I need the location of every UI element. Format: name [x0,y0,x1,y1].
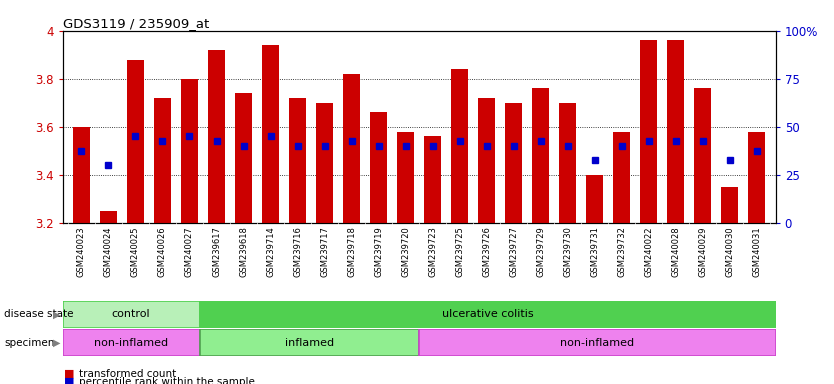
Bar [100,211,118,223]
Bar [748,132,766,223]
Text: GSM239718: GSM239718 [347,227,356,277]
Bar [63,301,199,328]
Bar [694,88,711,223]
Bar [208,50,225,223]
Text: GSM240023: GSM240023 [77,227,86,277]
Text: non-inflamed: non-inflamed [560,338,635,348]
Bar [397,132,414,223]
Text: GSM240026: GSM240026 [158,227,167,277]
Text: GSM240025: GSM240025 [131,227,140,277]
Text: GSM240027: GSM240027 [185,227,194,277]
Bar [262,45,279,223]
Bar [478,98,495,223]
Text: GSM240030: GSM240030 [726,227,734,277]
Text: GSM240024: GSM240024 [104,227,113,277]
Bar [505,103,522,223]
Text: GSM240029: GSM240029 [698,227,707,277]
Bar [721,187,738,223]
Text: GSM239716: GSM239716 [293,227,302,277]
Bar [343,74,360,223]
Bar [127,60,144,223]
Text: ▶: ▶ [53,310,60,319]
Bar [613,132,631,223]
Text: specimen: specimen [4,338,54,348]
Bar [532,88,550,223]
Bar [153,98,171,223]
Text: GSM239729: GSM239729 [536,227,545,277]
Text: GSM239720: GSM239720 [401,227,410,277]
Bar [63,329,199,356]
Text: GSM239723: GSM239723 [428,227,437,277]
Text: GSM239618: GSM239618 [239,227,248,277]
Text: ulcerative colitis: ulcerative colitis [442,310,534,319]
Text: GSM239714: GSM239714 [266,227,275,277]
Text: ■: ■ [64,377,75,384]
Text: GSM239717: GSM239717 [320,227,329,277]
Text: disease state: disease state [4,310,73,319]
Text: percentile rank within the sample: percentile rank within the sample [79,377,255,384]
Bar [234,93,253,223]
Text: GSM239726: GSM239726 [482,227,491,277]
Text: GSM239731: GSM239731 [590,227,599,277]
Bar [181,79,198,223]
Text: GSM239617: GSM239617 [212,227,221,277]
Text: GSM239732: GSM239732 [617,227,626,277]
Text: GSM239725: GSM239725 [455,227,464,277]
Text: non-inflamed: non-inflamed [94,338,168,348]
Bar [420,329,776,356]
Bar [451,69,469,223]
Text: GDS3119 / 235909_at: GDS3119 / 235909_at [63,17,208,30]
Bar [199,329,420,356]
Text: GSM240031: GSM240031 [752,227,761,277]
Text: ■: ■ [64,369,75,379]
Bar [316,103,334,223]
Bar [199,301,776,328]
Bar [289,98,306,223]
Bar [73,127,90,223]
Text: transformed count: transformed count [79,369,177,379]
Bar [369,113,387,223]
Text: control: control [112,310,150,319]
Bar [585,175,604,223]
Text: GSM240022: GSM240022 [644,227,653,277]
Text: GSM239727: GSM239727 [509,227,518,277]
Text: GSM240028: GSM240028 [671,227,681,277]
Text: ▶: ▶ [53,338,60,348]
Text: GSM239719: GSM239719 [374,227,383,277]
Text: GSM239730: GSM239730 [563,227,572,277]
Bar [424,136,441,223]
Bar [559,103,576,223]
Bar [640,40,657,223]
Bar [667,40,685,223]
Text: inflamed: inflamed [285,338,334,348]
